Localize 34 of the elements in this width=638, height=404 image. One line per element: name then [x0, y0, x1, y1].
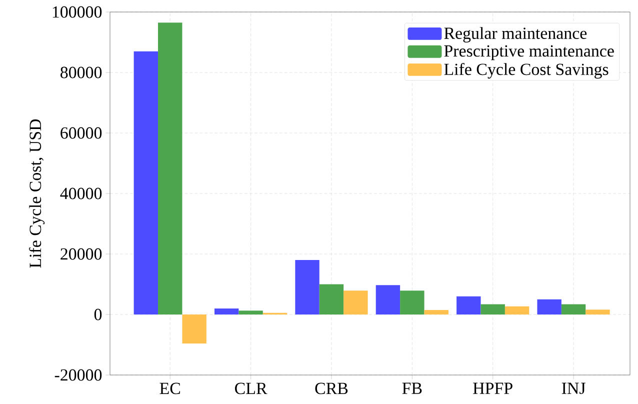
x-tick-label: CLR: [235, 382, 268, 394]
x-tick-label: INJ: [562, 382, 586, 394]
bar: [134, 51, 158, 314]
bar: [561, 304, 586, 314]
x-tick-label: FB: [402, 382, 422, 394]
bar: [537, 299, 562, 314]
bar: [238, 310, 263, 314]
y-tick-label: 40000: [60, 188, 102, 200]
y-tick-label: 80000: [60, 66, 102, 78]
bar: [400, 290, 424, 314]
bar: [214, 308, 239, 314]
legend-label: Prescriptive maintenance: [444, 45, 614, 60]
x-tick-label: CRB: [315, 382, 348, 394]
bar: [504, 306, 530, 314]
bar: [376, 285, 400, 314]
bar: [344, 290, 368, 314]
bar: [295, 260, 320, 314]
y-tick-label: 100000: [52, 6, 102, 18]
y-tick-label: 0: [94, 308, 102, 320]
bar: [424, 310, 448, 314]
bar: [319, 284, 344, 314]
y-tick-label: 20000: [60, 248, 102, 260]
y-tick-label: 60000: [60, 127, 102, 139]
x-tick-label: EC: [160, 382, 180, 394]
y-axis-title: Life Cycle Cost, USD: [29, 119, 45, 268]
bar: [480, 304, 505, 314]
x-tick-label: HPFP: [473, 382, 512, 394]
bar: [586, 310, 610, 314]
legend-label: Life Cycle Cost Savings: [444, 62, 608, 79]
legend-label: Regular maintenance: [444, 27, 587, 42]
bar: [456, 296, 481, 314]
bar: [158, 22, 182, 314]
bar: [182, 314, 206, 344]
y-tick-label: -20000: [54, 369, 102, 381]
